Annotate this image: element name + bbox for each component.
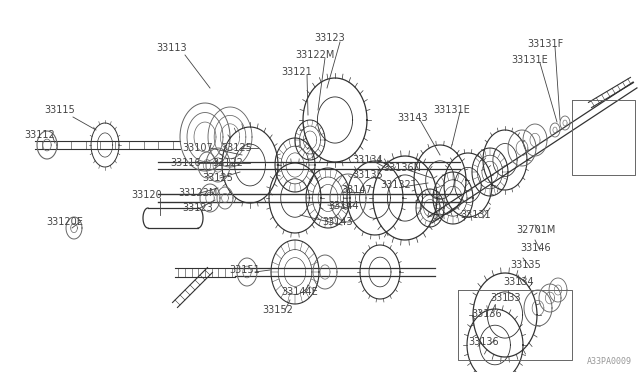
- Text: 33135: 33135: [511, 260, 541, 270]
- Text: 33131: 33131: [461, 210, 492, 220]
- Text: 33131E: 33131E: [511, 55, 548, 65]
- Text: 32701M: 32701M: [516, 225, 556, 235]
- Text: 33115: 33115: [45, 105, 76, 115]
- Text: 33134: 33134: [504, 277, 534, 287]
- Text: 33135: 33135: [353, 170, 383, 180]
- Text: 33120E: 33120E: [47, 217, 83, 227]
- Text: 33116: 33116: [171, 158, 202, 168]
- Text: 33120: 33120: [132, 190, 163, 200]
- Text: 33112: 33112: [24, 130, 56, 140]
- Text: 33144E: 33144E: [282, 287, 318, 297]
- Text: 33113: 33113: [157, 43, 188, 53]
- Text: 33152: 33152: [262, 305, 293, 315]
- Text: 33136N: 33136N: [383, 163, 421, 173]
- Text: 33133: 33133: [491, 293, 522, 303]
- Text: 33143: 33143: [323, 217, 353, 227]
- Text: 33125: 33125: [221, 143, 252, 153]
- Text: 33143: 33143: [397, 113, 428, 123]
- Text: 33122: 33122: [212, 158, 243, 168]
- Text: 33125: 33125: [203, 173, 234, 183]
- Text: 33136: 33136: [468, 337, 499, 347]
- Text: 33122M: 33122M: [179, 188, 218, 198]
- Text: 33121: 33121: [282, 67, 312, 77]
- Text: 33122M: 33122M: [295, 50, 335, 60]
- Text: 33107: 33107: [182, 143, 213, 153]
- Text: 33136: 33136: [472, 309, 502, 319]
- Text: 33147: 33147: [342, 185, 372, 195]
- Text: 33144: 33144: [329, 201, 359, 211]
- Text: A33PA0009: A33PA0009: [587, 357, 632, 366]
- Text: 33131F: 33131F: [527, 39, 563, 49]
- Text: 33123: 33123: [182, 203, 213, 213]
- Text: 33146: 33146: [521, 243, 551, 253]
- Text: 33151: 33151: [230, 265, 260, 275]
- Text: 33131E: 33131E: [434, 105, 470, 115]
- Text: 33123: 33123: [315, 33, 346, 43]
- Text: 33134: 33134: [353, 155, 383, 165]
- Text: 33132: 33132: [381, 180, 412, 190]
